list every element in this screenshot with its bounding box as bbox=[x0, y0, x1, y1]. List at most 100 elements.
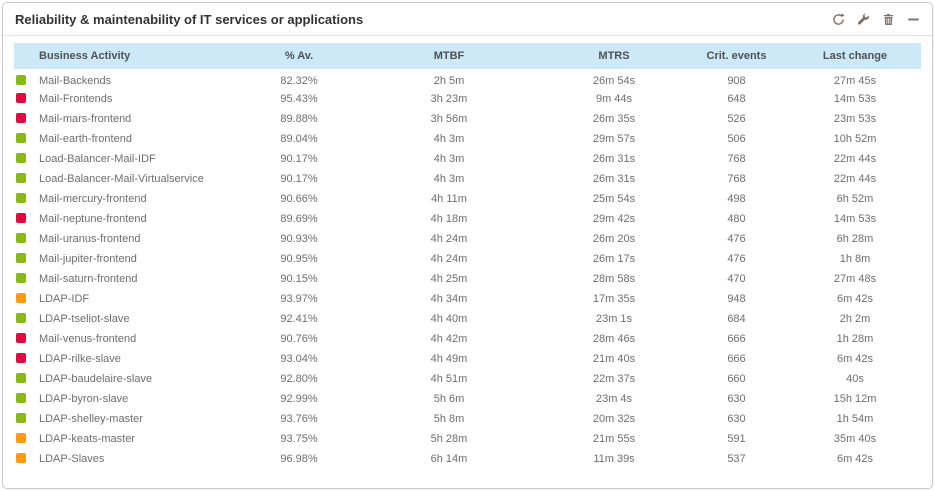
widget-toolbar bbox=[831, 12, 920, 26]
ba-name-cell: LDAP-byron-slave bbox=[14, 389, 244, 409]
cell-crit-events: 526 bbox=[727, 113, 746, 125]
ba-name: Mail-saturn-frontend bbox=[39, 273, 138, 285]
cell-crit-events: 537 bbox=[727, 453, 746, 465]
cell-mtbf: 4h 34m bbox=[430, 293, 468, 305]
cell-availability: 93.97% bbox=[280, 293, 318, 305]
status-green-icon bbox=[16, 273, 26, 283]
refresh-icon[interactable] bbox=[831, 12, 845, 26]
table-row[interactable]: Mail-saturn-frontend 90.15% 4h 25m 28m 58s 4… bbox=[14, 269, 921, 289]
table-row[interactable]: Mail-mars-frontend 89.88% 3h 56m 26m 35s 526… bbox=[14, 109, 921, 129]
cell-crit-events: 768 bbox=[727, 173, 746, 185]
table-row[interactable]: LDAP-tseliot-slave 92.41% 4h 40m 23m 1s 684 2… bbox=[14, 309, 921, 329]
ba-name-cell: Mail-earth-frontend bbox=[14, 129, 244, 149]
status-green-icon bbox=[16, 393, 26, 403]
ba-name-cell: Mail-neptune-frontend bbox=[14, 209, 244, 229]
table-row[interactable]: LDAP-keats-master 93.75% 5h 28m 21m 55s 591 3… bbox=[14, 429, 921, 449]
cell-mtrs: 26m 31s bbox=[592, 173, 636, 185]
cell-crit-events: 648 bbox=[727, 93, 746, 105]
column-header-business-activity[interactable]: Business Activity bbox=[14, 43, 244, 69]
cell-last-change: 6m 42s bbox=[836, 293, 874, 305]
status-green-icon bbox=[16, 313, 26, 323]
ba-name: Mail-earth-frontend bbox=[39, 133, 132, 145]
cell-mtrs: 23m 4s bbox=[595, 393, 633, 405]
cell-mtbf: 6h 14m bbox=[430, 453, 468, 465]
status-red-icon bbox=[16, 333, 26, 343]
column-header-mtrs[interactable]: MTRS bbox=[544, 43, 684, 69]
cell-last-change: 6m 42s bbox=[836, 353, 874, 365]
cell-last-change: 14m 53s bbox=[833, 93, 877, 105]
cell-mtbf: 4h 51m bbox=[430, 373, 468, 385]
cell-crit-events: 498 bbox=[727, 193, 746, 205]
table-header-row: Business Activity% Av. MTBF MTRS Crit. even… bbox=[14, 43, 921, 69]
table-row[interactable]: Mail-mercury-frontend 90.66% 4h 11m 25m 54s… bbox=[14, 189, 921, 209]
status-green-icon bbox=[16, 413, 26, 423]
ba-name: LDAP-tseliot-slave bbox=[39, 313, 130, 325]
cell-last-change: 15h 12m bbox=[833, 393, 877, 405]
table-row[interactable]: Mail-jupiter-frontend 90.95% 4h 24m 26m 17s… bbox=[14, 249, 921, 269]
cell-crit-events: 506 bbox=[727, 133, 746, 145]
cell-availability: 89.69% bbox=[280, 213, 318, 225]
ba-name-cell: Mail-uranus-frontend bbox=[14, 229, 244, 249]
table-row[interactable]: LDAP-shelley-master 93.76% 5h 8m 20m 32s 630… bbox=[14, 409, 921, 429]
table-row[interactable]: Mail-uranus-frontend 90.93% 4h 24m 26m 20s 4… bbox=[14, 229, 921, 249]
cell-mtrs: 21m 55s bbox=[592, 433, 636, 445]
ba-name: LDAP-byron-slave bbox=[39, 393, 129, 405]
ba-name: Mail-mercury-frontend bbox=[39, 193, 147, 205]
cell-mtbf: 2h 5m bbox=[433, 75, 465, 87]
cell-mtrs: 26m 31s bbox=[592, 153, 636, 165]
cell-mtrs: 28m 46s bbox=[592, 333, 636, 345]
table-row[interactable]: LDAP-baudelaire-slave 92.80% 4h 51m 22m 37s… bbox=[14, 369, 921, 389]
cell-mtbf: 4h 24m bbox=[430, 233, 468, 245]
table-row[interactable]: Mail-earth-frontend 89.04% 4h 3m 29m 57s 506… bbox=[14, 129, 921, 149]
wrench-icon[interactable] bbox=[856, 12, 870, 26]
cell-mtrs: 29m 57s bbox=[592, 133, 636, 145]
cell-mtrs: 29m 42s bbox=[592, 213, 636, 225]
status-orange-icon bbox=[16, 433, 26, 443]
column-header-mtbf[interactable]: MTBF bbox=[354, 43, 544, 69]
cell-mtrs: 17m 35s bbox=[592, 293, 636, 305]
status-red-icon bbox=[16, 213, 26, 223]
cell-availability: 93.76% bbox=[280, 413, 318, 425]
ba-name: Mail-mars-frontend bbox=[39, 113, 132, 125]
cell-availability: 92.99% bbox=[280, 393, 318, 405]
ba-name-cell: LDAP-keats-master bbox=[14, 429, 244, 449]
ba-name: LDAP-Slaves bbox=[39, 453, 105, 465]
table-row[interactable]: Load-Balancer-Mail-IDF 90.17% 4h 3m 26m 31s… bbox=[14, 149, 921, 169]
cell-availability: 92.41% bbox=[280, 313, 318, 325]
table-row[interactable]: LDAP-rilke-slave 93.04% 4h 49m 21m 40s 666 6m… bbox=[14, 349, 921, 369]
table-row[interactable]: Load-Balancer-Mail-Virtualservice 90.17% 4… bbox=[14, 169, 921, 189]
cell-mtbf: 5h 6m bbox=[433, 393, 465, 405]
ba-name-cell: LDAP-shelley-master bbox=[14, 409, 244, 429]
cell-mtrs: 28m 58s bbox=[592, 273, 636, 285]
ba-name-cell: Mail-saturn-frontend bbox=[14, 269, 244, 289]
table-row[interactable]: LDAP-Slaves 96.98% 6h 14m 11m 39s 537 6m 42s bbox=[14, 449, 921, 469]
status-green-icon bbox=[16, 133, 26, 143]
cell-mtrs: 26m 17s bbox=[592, 253, 636, 265]
cell-availability: 90.95% bbox=[280, 253, 318, 265]
table-row[interactable]: Mail-Frontends 95.43% 3h 23m 9m 44s 648 14m 5… bbox=[14, 89, 921, 109]
trash-icon[interactable] bbox=[881, 12, 895, 26]
table-row[interactable]: Mail-Backends 82.32% 2h 5m 26m 54s 908 27m 45… bbox=[14, 69, 921, 89]
column-header-av[interactable]: % Av. bbox=[244, 43, 354, 69]
table-row[interactable]: LDAP-byron-slave 92.99% 5h 6m 23m 4s 630 15h … bbox=[14, 389, 921, 409]
status-green-icon bbox=[16, 173, 26, 183]
column-header-crit-events[interactable]: Crit. events bbox=[684, 43, 789, 69]
status-green-icon bbox=[16, 153, 26, 163]
cell-crit-events: 630 bbox=[727, 393, 746, 405]
status-red-icon bbox=[16, 353, 26, 363]
cell-mtrs: 23m 1s bbox=[595, 313, 633, 325]
cell-mtbf: 4h 3m bbox=[433, 173, 465, 185]
table-row[interactable]: Mail-venus-frontend 90.76% 4h 42m 28m 46s 66… bbox=[14, 329, 921, 349]
cell-mtbf: 3h 23m bbox=[430, 93, 468, 105]
table-row[interactable]: LDAP-IDF 93.97% 4h 34m 17m 35s 948 6m 42s bbox=[14, 289, 921, 309]
status-green-icon bbox=[16, 253, 26, 263]
ba-name-cell: LDAP-IDF bbox=[14, 289, 244, 309]
ba-name: Load-Balancer-Mail-Virtualservice bbox=[39, 173, 204, 185]
cell-crit-events: 684 bbox=[727, 313, 746, 325]
table-row[interactable]: Mail-neptune-frontend 89.69% 4h 18m 29m 42s… bbox=[14, 209, 921, 229]
cell-crit-events: 660 bbox=[727, 373, 746, 385]
ba-name-cell: Mail-jupiter-frontend bbox=[14, 249, 244, 269]
minimize-icon[interactable] bbox=[906, 12, 920, 26]
column-header-last-change[interactable]: Last change bbox=[789, 43, 921, 69]
cell-mtrs: 11m 39s bbox=[593, 453, 635, 465]
